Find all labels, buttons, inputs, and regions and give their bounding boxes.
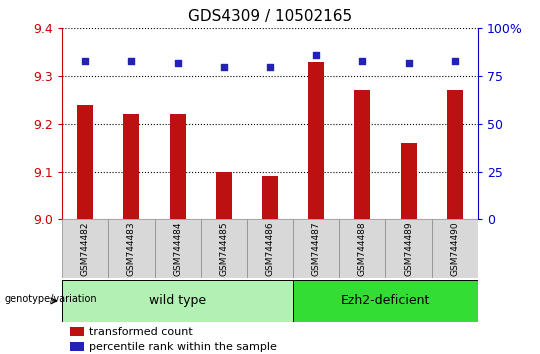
- Text: genotype/variation: genotype/variation: [5, 294, 98, 304]
- Bar: [401, 143, 417, 219]
- Text: GSM744483: GSM744483: [127, 221, 136, 276]
- Point: [127, 58, 136, 64]
- Text: Ezh2-deficient: Ezh2-deficient: [341, 295, 430, 307]
- Text: wild type: wild type: [149, 295, 206, 307]
- FancyBboxPatch shape: [293, 219, 339, 278]
- FancyBboxPatch shape: [339, 219, 386, 278]
- FancyBboxPatch shape: [62, 219, 109, 278]
- Text: GSM744488: GSM744488: [358, 221, 367, 276]
- Text: GSM744489: GSM744489: [404, 221, 413, 276]
- Title: GDS4309 / 10502165: GDS4309 / 10502165: [188, 9, 352, 24]
- Text: GSM744484: GSM744484: [173, 222, 182, 276]
- Text: GSM744486: GSM744486: [266, 221, 274, 276]
- FancyBboxPatch shape: [154, 219, 201, 278]
- Bar: [77, 105, 93, 219]
- Text: percentile rank within the sample: percentile rank within the sample: [89, 342, 277, 352]
- Point: [450, 58, 459, 64]
- Text: GSM744490: GSM744490: [450, 221, 460, 276]
- Bar: [123, 114, 139, 219]
- Point: [219, 64, 228, 69]
- Point: [404, 60, 413, 65]
- FancyBboxPatch shape: [247, 219, 293, 278]
- Text: GSM744485: GSM744485: [219, 221, 228, 276]
- FancyBboxPatch shape: [109, 219, 154, 278]
- FancyBboxPatch shape: [62, 280, 293, 322]
- Point: [266, 64, 274, 69]
- Text: transformed count: transformed count: [89, 327, 193, 337]
- Bar: [447, 90, 463, 219]
- Point: [173, 60, 182, 65]
- Bar: [70, 327, 84, 336]
- Text: GSM744482: GSM744482: [80, 222, 90, 276]
- FancyBboxPatch shape: [201, 219, 247, 278]
- FancyBboxPatch shape: [386, 219, 431, 278]
- Bar: [70, 342, 84, 352]
- Bar: [354, 90, 370, 219]
- FancyBboxPatch shape: [293, 280, 478, 322]
- Point: [358, 58, 367, 64]
- Bar: [215, 172, 232, 219]
- Point: [81, 58, 90, 64]
- Text: GSM744487: GSM744487: [312, 221, 321, 276]
- Bar: [308, 62, 325, 219]
- FancyBboxPatch shape: [431, 219, 478, 278]
- Bar: [262, 176, 278, 219]
- Bar: [170, 114, 186, 219]
- Point: [312, 52, 321, 58]
